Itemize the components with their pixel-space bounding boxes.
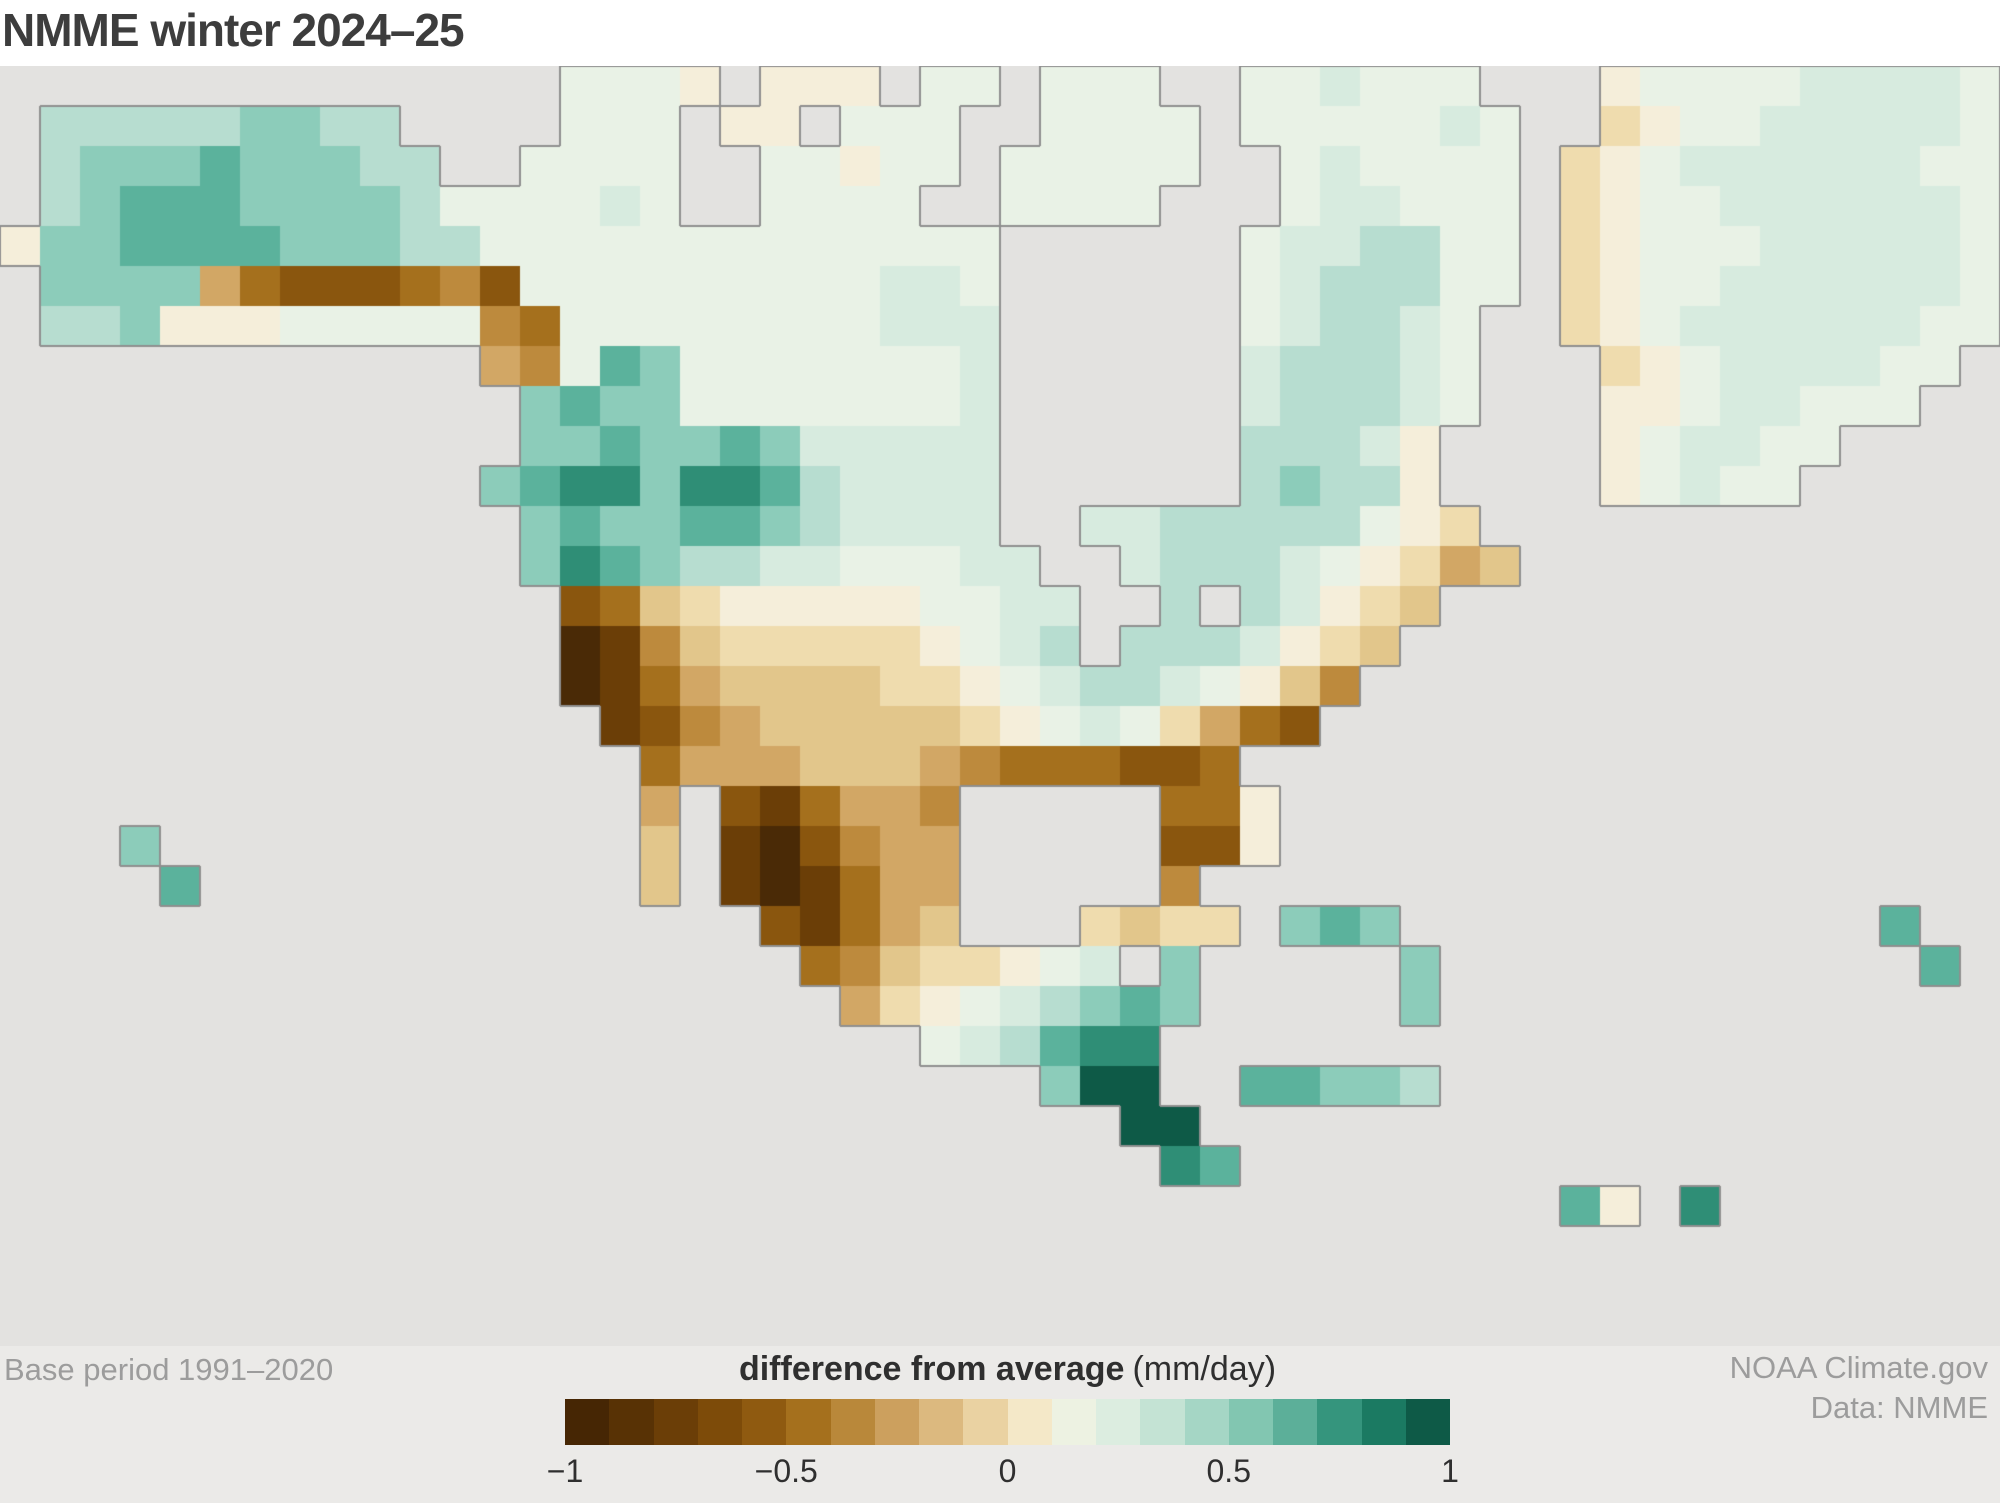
colorbar-segment (1051, 1399, 1096, 1445)
colorbar-segment (697, 1399, 742, 1445)
colorbar-segment (1184, 1399, 1229, 1445)
colorbar-segment (874, 1399, 919, 1445)
base-period-label: Base period 1991–2020 (4, 1352, 334, 1387)
colorbar-tick-label: 0 (998, 1453, 1017, 1489)
colorbar-segment (1317, 1399, 1362, 1445)
colorbar-segment (1140, 1399, 1185, 1445)
colorbar-tick-label: 1 (1441, 1453, 1459, 1489)
attribution: NOAA Climate.gov Data: NMME (1730, 1348, 1988, 1428)
colorbar-segment (1228, 1399, 1273, 1445)
colorbar-segment (963, 1399, 1008, 1445)
page-title: NMME winter 2024–25 (2, 4, 465, 56)
colorbar-segment (1273, 1399, 1318, 1445)
colorbar-gradient (565, 1399, 1450, 1445)
colorbar-segment (1007, 1399, 1052, 1445)
colorbar-segment (1405, 1399, 1450, 1445)
colorbar-segment (1096, 1399, 1141, 1445)
attribution-source: NOAA Climate.gov (1729, 1350, 1988, 1385)
map-area (0, 66, 2000, 1346)
colorbar-segment (830, 1399, 875, 1445)
colorbar-title: difference from average (mm/day) (565, 1350, 1450, 1389)
colorbar-ticks: −1 −0.5 0 0.5 1 (547, 1453, 1459, 1493)
north-america-precip-anomaly-map (0, 66, 2000, 1346)
colorbar-tick-label: −1 (546, 1453, 584, 1489)
colorbar-units: (mm/day) (1132, 1350, 1277, 1388)
colorbar-segment (609, 1399, 654, 1445)
colorbar-segment (919, 1399, 964, 1445)
colorbar: difference from average (mm/day) −1 −0.5 0 0… (547, 1350, 1459, 1493)
colorbar-segment (1361, 1399, 1406, 1445)
colorbar-segment (653, 1399, 698, 1445)
colorbar-segment (565, 1399, 610, 1445)
attribution-data: Data: NMME (1810, 1390, 1988, 1425)
title-bar: NMME winter 2024–25 (0, 0, 2000, 66)
colorbar-tick-label: 0.5 (1206, 1453, 1251, 1489)
colorbar-title-main: difference from average (738, 1350, 1125, 1388)
colorbar-segment (742, 1399, 787, 1445)
colorbar-segment (786, 1399, 831, 1445)
colorbar-tick-label: −0.5 (754, 1453, 818, 1489)
